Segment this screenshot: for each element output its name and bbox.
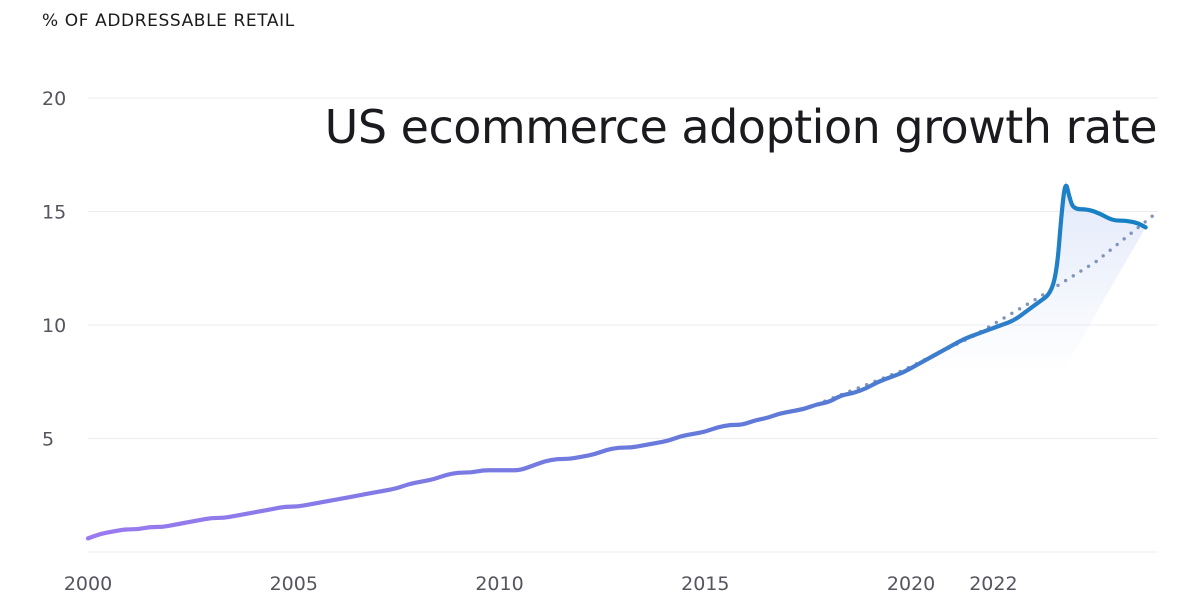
y-axis-unit-label: % OF ADDRESSABLE RETAIL	[42, 11, 295, 31]
x-tick-label: 2010	[475, 573, 523, 595]
y-axis-ticks: 5 10 15 20	[42, 88, 66, 451]
x-tick-label: 2005	[270, 573, 318, 595]
surge-area	[902, 179, 1146, 373]
trend-line-dotted	[814, 209, 1160, 407]
series-lines	[85, 183, 1160, 541]
x-tick-label: 2020	[887, 573, 935, 595]
grid-lines	[88, 97, 1158, 553]
y-tick-label: 20	[42, 88, 66, 110]
y-tick-label: 10	[42, 315, 66, 337]
y-tick-label: 15	[42, 202, 66, 224]
chart-title: US ecommerce adoption growth rate	[324, 100, 1158, 154]
y-tick-label: 5	[42, 429, 54, 451]
x-tick-label: 2015	[681, 573, 729, 595]
surge-highlight-area	[902, 179, 1146, 373]
x-tick-label: 2022	[969, 573, 1017, 595]
x-tick-label: 2000	[64, 573, 112, 595]
x-axis-ticks: 2000 2005 2010 2015 2020 2022	[64, 573, 1018, 595]
adoption-line	[85, 183, 1148, 541]
